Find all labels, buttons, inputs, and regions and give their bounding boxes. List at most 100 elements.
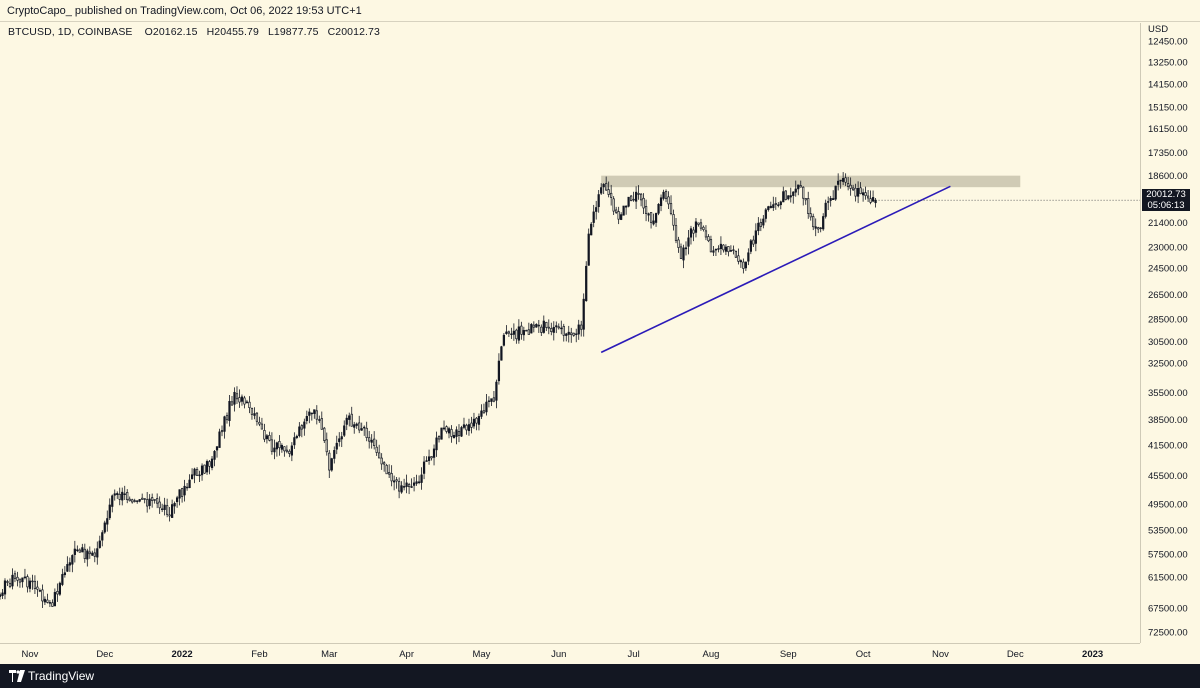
candle [712,245,715,257]
candle [360,422,363,431]
candle [839,179,842,189]
candle [837,173,840,191]
y-tick-label: 12450.00 [1148,37,1188,48]
candle [864,186,867,200]
candle [694,217,698,238]
candle [737,248,740,265]
x-tick-label: Jul [628,649,640,660]
candle [570,327,573,343]
published-header: CryptoCapo_ published on TradingView.com… [0,0,1200,22]
candle [492,391,496,403]
candle [41,584,44,609]
candle [445,425,448,434]
ohlc-open: O20162.15 [144,26,198,38]
candle [388,464,391,478]
candle [43,596,47,606]
candle [817,226,820,234]
candlestick-chart[interactable] [0,23,1140,643]
support-trendline[interactable] [600,185,951,354]
published-text: CryptoCapo_ published on TradingView.com… [7,5,362,17]
candle [639,192,643,207]
candle [223,415,226,439]
candle [101,530,104,547]
candle [727,246,730,257]
candle [622,205,625,216]
candle [557,323,560,330]
candle [874,197,877,208]
y-tick-label: 23000.00 [1148,242,1188,253]
candle [320,411,323,430]
candle [809,207,812,221]
candle [415,474,418,486]
x-tick-label: Nov [21,649,38,660]
candle [684,241,688,256]
candle [220,425,224,437]
candle [849,177,852,196]
candle [328,450,331,479]
candle [497,353,501,385]
candle [555,321,558,334]
candle [480,404,483,420]
candle [265,434,269,444]
time-axis[interactable]: Nov Dec 2022 Feb Mar Apr May Jun Jul Aug Sep Oct Nov… [0,643,1140,664]
currency-label: USD [1148,24,1168,35]
candle [772,196,775,211]
candle [777,202,780,208]
candle [275,441,279,457]
candle [283,446,286,457]
candle [435,431,438,457]
candle [547,319,550,335]
candle [502,333,506,347]
candle [335,435,338,455]
candle [330,457,333,472]
candle [632,191,635,202]
candle [383,461,386,472]
candle [93,548,96,563]
candle [380,453,383,470]
candle [789,187,792,203]
candle [625,205,628,215]
candle [51,599,54,607]
price-axis[interactable]: USD 12450.00 13250.00 14150.00 15150.00 16150… [1140,23,1200,643]
candle [240,394,244,406]
candle [517,319,520,344]
candle [587,228,590,266]
candle [170,499,174,518]
candle [612,196,615,215]
footer-brand[interactable]: TradingView [28,669,95,683]
candle [714,248,718,257]
candle [652,213,655,226]
candle [248,396,251,414]
candle [113,489,116,501]
candle [752,235,755,247]
symbol-name[interactable]: BTCUSD, 1D, COINBASE [8,26,133,38]
candle [540,324,543,336]
candle [315,405,318,425]
candle [600,183,603,195]
candle [592,204,595,228]
candle [827,196,830,211]
x-tick-label: May [472,649,490,660]
candle [225,412,229,424]
current-price-label: 20012.73 05:06:13 [1142,189,1190,212]
candle [393,475,396,491]
candle [697,222,700,227]
candle [495,379,498,409]
symbol-legend: BTCUSD, 1D, COINBASE O20162.15 H20455.79… [8,26,380,38]
candle [627,196,630,208]
candle [103,520,106,534]
candle [807,191,810,219]
candle [460,425,463,437]
candle [38,588,42,593]
candle [98,535,101,549]
candle [707,234,710,243]
candle [11,568,14,590]
candle [452,431,456,439]
y-tick-label: 30500.00 [1148,337,1188,348]
candle [300,424,303,438]
candle [348,412,351,427]
candle [842,172,845,186]
candle [368,430,371,449]
candle [485,393,488,416]
resistance-zone[interactable] [601,175,1021,188]
